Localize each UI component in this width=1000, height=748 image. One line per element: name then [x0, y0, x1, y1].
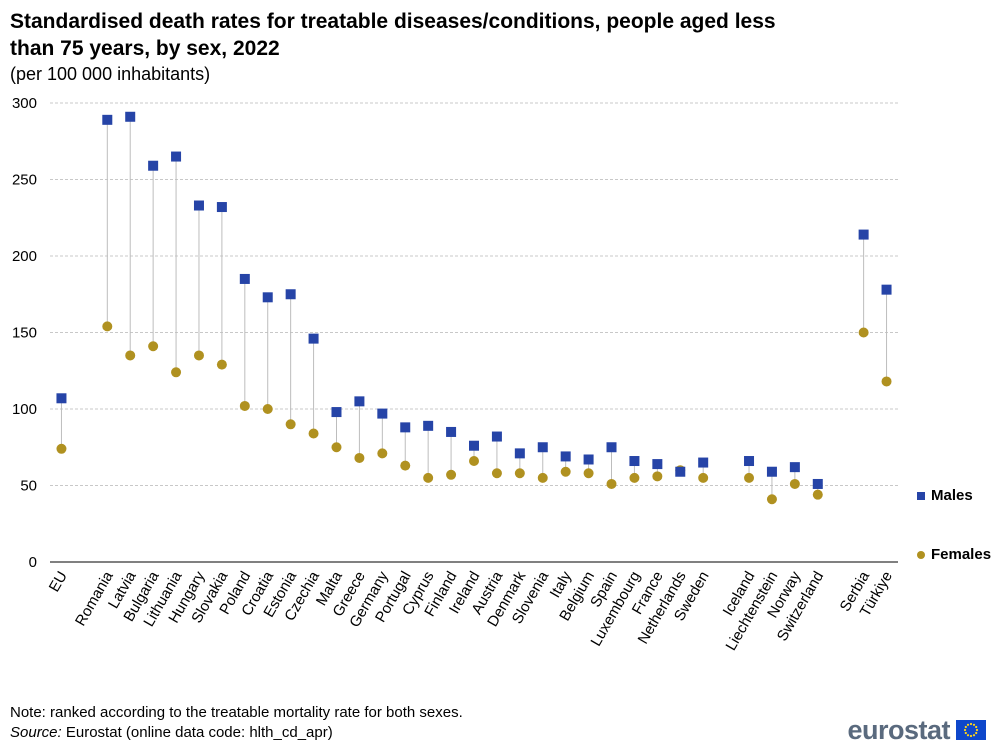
male-point [423, 420, 434, 431]
chart-subtitle: (per 100 000 inhabitants) [10, 64, 211, 84]
male-point [537, 442, 548, 453]
male-point [171, 151, 182, 162]
male-point [216, 202, 227, 213]
grid-lines [50, 102, 898, 486]
male-point [583, 454, 594, 465]
male-point [193, 200, 204, 211]
female-point [400, 460, 411, 471]
female-point [148, 341, 159, 352]
female-point [446, 469, 457, 480]
male-point [148, 160, 159, 171]
females-marker-icon [917, 550, 925, 559]
male-point [400, 422, 411, 433]
female-point [881, 376, 892, 387]
male-point [858, 229, 869, 240]
male-point [377, 408, 388, 419]
male-point [56, 393, 67, 404]
males-marker-icon [917, 491, 925, 500]
male-point [262, 292, 273, 303]
female-point [789, 478, 800, 489]
logo-text: eurostat [847, 715, 950, 745]
female-point [812, 489, 823, 500]
chart-title: Standardised death rates for treatable d… [10, 10, 776, 60]
y-axis-tick-labels: 0 50 100 150 200 250 300 [12, 95, 37, 571]
y-tick-label: 200 [12, 248, 37, 265]
legend-label-males: Males [931, 487, 973, 504]
female-point [766, 494, 777, 505]
x-axis-category-labels: EU RomaniaLatviaBulgariaLithuaniaHungaryS… [46, 568, 896, 654]
male-point [675, 466, 686, 477]
female-point [193, 350, 204, 361]
male-point [789, 462, 800, 473]
male-point [652, 459, 663, 470]
female-point [629, 472, 640, 483]
females-series [56, 321, 892, 505]
female-point [652, 471, 663, 482]
female-point [308, 428, 319, 439]
male-point [698, 457, 709, 468]
female-point [423, 472, 434, 483]
male-point [560, 451, 571, 462]
male-point [514, 448, 525, 459]
y-tick-label: 150 [12, 325, 37, 342]
female-point [331, 442, 342, 453]
male-point [102, 114, 113, 125]
male-point [606, 442, 617, 453]
female-point [698, 472, 709, 483]
female-point [354, 452, 365, 463]
eu-flag-icon [956, 720, 986, 740]
male-point [285, 289, 296, 300]
female-point [102, 321, 113, 332]
male-point [812, 478, 823, 489]
legend-item-females: Females [917, 546, 991, 563]
y-tick-label: 0 [29, 554, 37, 571]
female-point [583, 468, 594, 479]
male-point [308, 333, 319, 344]
source-label: Source: [10, 724, 62, 741]
female-point [491, 468, 502, 479]
female-point [239, 400, 250, 411]
female-point [377, 448, 388, 459]
y-tick-label: 50 [20, 478, 37, 495]
male-point [744, 456, 755, 467]
legend-item-males: Males [917, 487, 973, 504]
female-point [514, 468, 525, 479]
female-point [285, 419, 296, 430]
male-point [446, 426, 457, 437]
female-point [469, 456, 479, 467]
y-tick-label: 100 [12, 401, 37, 418]
males-series [56, 111, 892, 489]
female-point [262, 404, 273, 414]
eurostat-logo: eurostat [847, 716, 986, 744]
male-point [766, 466, 777, 477]
male-point [629, 456, 640, 467]
female-point [606, 478, 617, 489]
female-point [125, 350, 136, 361]
source-text: Eurostat (online data code: hlth_cd_apr) [61, 724, 333, 741]
female-point [171, 367, 182, 378]
male-point [125, 111, 136, 122]
female-point [56, 443, 67, 454]
y-tick-label: 300 [12, 95, 37, 112]
male-point [354, 396, 365, 407]
x-tick-label: EU [46, 569, 71, 596]
chart-note: Note: ranked according to the treatable … [10, 704, 463, 721]
female-point [537, 472, 548, 483]
male-point [881, 284, 892, 295]
female-point [560, 466, 571, 477]
legend-label-females: Females [931, 546, 992, 563]
y-tick-label: 250 [12, 172, 37, 189]
female-point [744, 472, 755, 483]
male-point [491, 431, 502, 442]
chart-source: Source: Eurostat (online data code: hlth… [10, 723, 333, 743]
female-point [858, 327, 869, 338]
male-point [239, 273, 250, 284]
male-point [469, 440, 479, 451]
male-point [331, 407, 342, 418]
female-point [216, 359, 227, 370]
